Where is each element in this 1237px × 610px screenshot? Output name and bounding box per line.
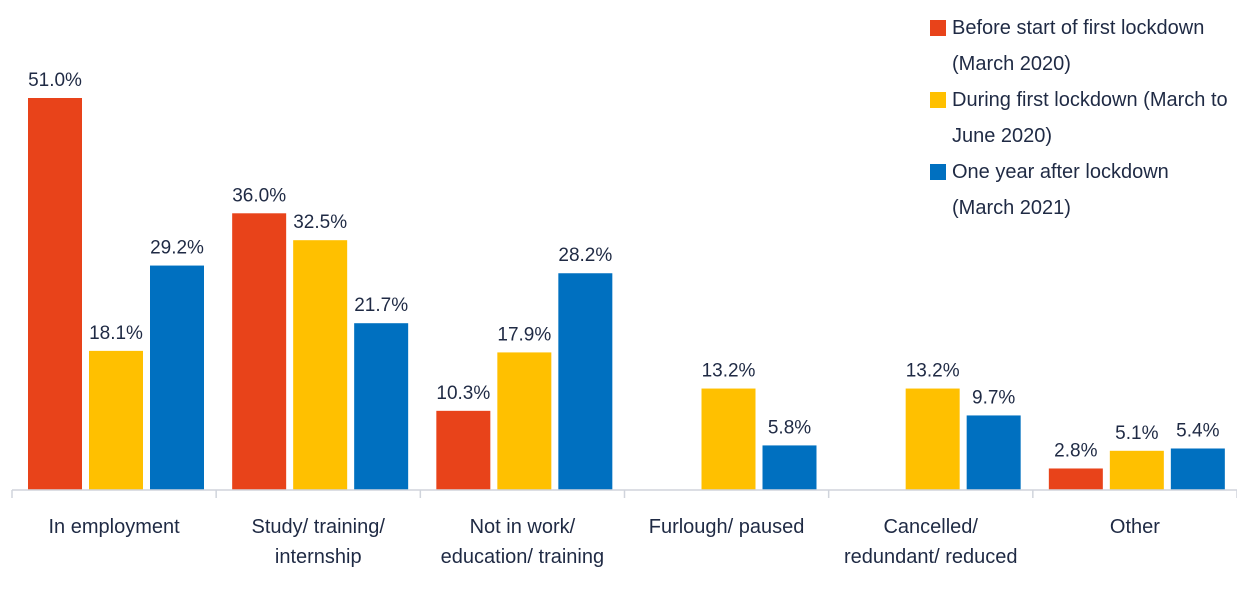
value-label: 18.1% (89, 323, 143, 344)
legend-swatch (930, 164, 946, 180)
bar (762, 445, 817, 490)
value-label: 36.0% (232, 185, 286, 206)
value-label: 13.2% (906, 361, 960, 382)
value-label: 5.1% (1115, 423, 1158, 444)
x-tick-label: In employment (48, 516, 180, 538)
value-label: 51.0% (28, 70, 82, 91)
value-label: 29.2% (150, 238, 204, 259)
value-label: 13.2% (702, 361, 756, 382)
bar (436, 410, 491, 490)
bar (1170, 448, 1225, 490)
value-label: 17.9% (497, 324, 551, 345)
legend-swatch (930, 20, 946, 36)
legend-swatch (930, 92, 946, 108)
value-label: 21.7% (354, 295, 408, 316)
bar (293, 240, 348, 490)
value-label: 28.2% (558, 245, 612, 266)
bar (1109, 450, 1164, 490)
value-label: 10.3% (436, 383, 490, 404)
x-tick-label: Not in work/ education/ training (440, 516, 605, 568)
x-tick-label: Furlough/ paused (648, 516, 805, 538)
value-label: 5.8% (768, 417, 811, 438)
x-tick-label: Cancelled/ redundant/ reduced (844, 516, 1018, 568)
x-tick-label: Other (1109, 516, 1160, 538)
bar (232, 213, 287, 490)
bar (150, 265, 204, 490)
value-label: 5.4% (1176, 420, 1219, 441)
legend-entry: One year after lockdown (March 2021) (930, 154, 1230, 226)
bar (89, 350, 143, 490)
value-label: 9.7% (972, 387, 1015, 408)
bar (354, 323, 409, 490)
bar (701, 388, 756, 490)
legend-label: Before start of first lockdown (March 20… (952, 17, 1205, 75)
value-label: 32.5% (293, 212, 347, 233)
x-tick-label: Study/ training/ internship (251, 516, 385, 568)
bar (558, 273, 613, 490)
bar (497, 352, 552, 490)
bar (966, 415, 1021, 490)
bar (905, 388, 960, 490)
bar (28, 98, 82, 490)
legend-entry: During first lockdown (March to June 202… (930, 82, 1230, 154)
bar (1048, 468, 1103, 490)
value-label: 2.8% (1054, 440, 1097, 461)
legend-label: During first lockdown (March to June 202… (952, 89, 1228, 147)
legend-label: One year after lockdown (March 2021) (952, 161, 1169, 219)
legend-entry: Before start of first lockdown (March 20… (930, 10, 1230, 82)
